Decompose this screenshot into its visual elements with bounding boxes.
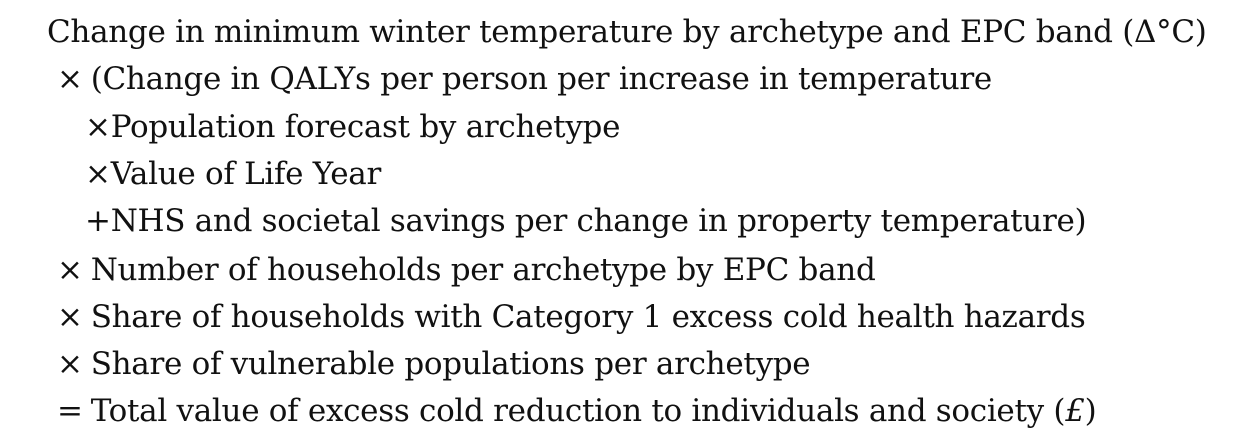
plus-operator: + bbox=[85, 203, 111, 239]
formula-term-text: Change in minimum winter temperature by … bbox=[47, 14, 1135, 50]
formula-unit-delta-celsius: Δ°C bbox=[1134, 14, 1195, 50]
formula-unit-pound-sign: £ bbox=[1065, 393, 1085, 429]
formula-term-text: Total value of excess cold reduction to … bbox=[90, 393, 1066, 429]
formula-term-text: Number of households per archetype by EP… bbox=[90, 252, 876, 288]
multiply-operator: × bbox=[57, 346, 83, 382]
formula-line-total-value: = Total value of excess cold reduction to… bbox=[57, 391, 1097, 431]
multiply-operator: × bbox=[85, 109, 111, 145]
multiply-operator: × bbox=[57, 299, 83, 335]
formula-close-paren: ) bbox=[1194, 14, 1207, 50]
multiply-operator: × bbox=[57, 61, 83, 97]
equals-operator: = bbox=[57, 393, 83, 429]
formula-term-text: Value of Life Year bbox=[110, 156, 382, 192]
formula-line-households-per-archetype: × Number of households per archetype by E… bbox=[57, 250, 876, 290]
formula-term-text: (Change in QALYs per person per increase… bbox=[90, 61, 993, 97]
formula-close-paren: ) bbox=[1084, 393, 1097, 429]
formula-line-temperature-change: Change in minimum winter temperature by … bbox=[47, 12, 1207, 52]
formula-line-nhs-savings: +NHS and societal savings per change in … bbox=[85, 201, 1087, 241]
multiply-operator: × bbox=[57, 252, 83, 288]
formula-line-population-forecast: ×Population forecast by archetype bbox=[85, 107, 620, 147]
formula-term-text: Share of vulnerable populations per arch… bbox=[90, 346, 811, 382]
formula-line-qaly-change: × (Change in QALYs per person per increas… bbox=[57, 59, 992, 99]
formula-line-value-of-life-year: ×Value of Life Year bbox=[85, 154, 381, 194]
formula-line-vulnerable-populations: × Share of vulnerable populations per arc… bbox=[57, 344, 811, 384]
formula-term-text: Share of households with Category 1 exce… bbox=[90, 299, 1086, 335]
formula-line-category-1-hazards: × Share of households with Category 1 exc… bbox=[57, 297, 1086, 337]
multiply-operator: × bbox=[85, 156, 111, 192]
formula-term-text: Population forecast by archetype bbox=[110, 109, 621, 145]
formula-term-text: NHS and societal savings per change in p… bbox=[110, 203, 1087, 239]
